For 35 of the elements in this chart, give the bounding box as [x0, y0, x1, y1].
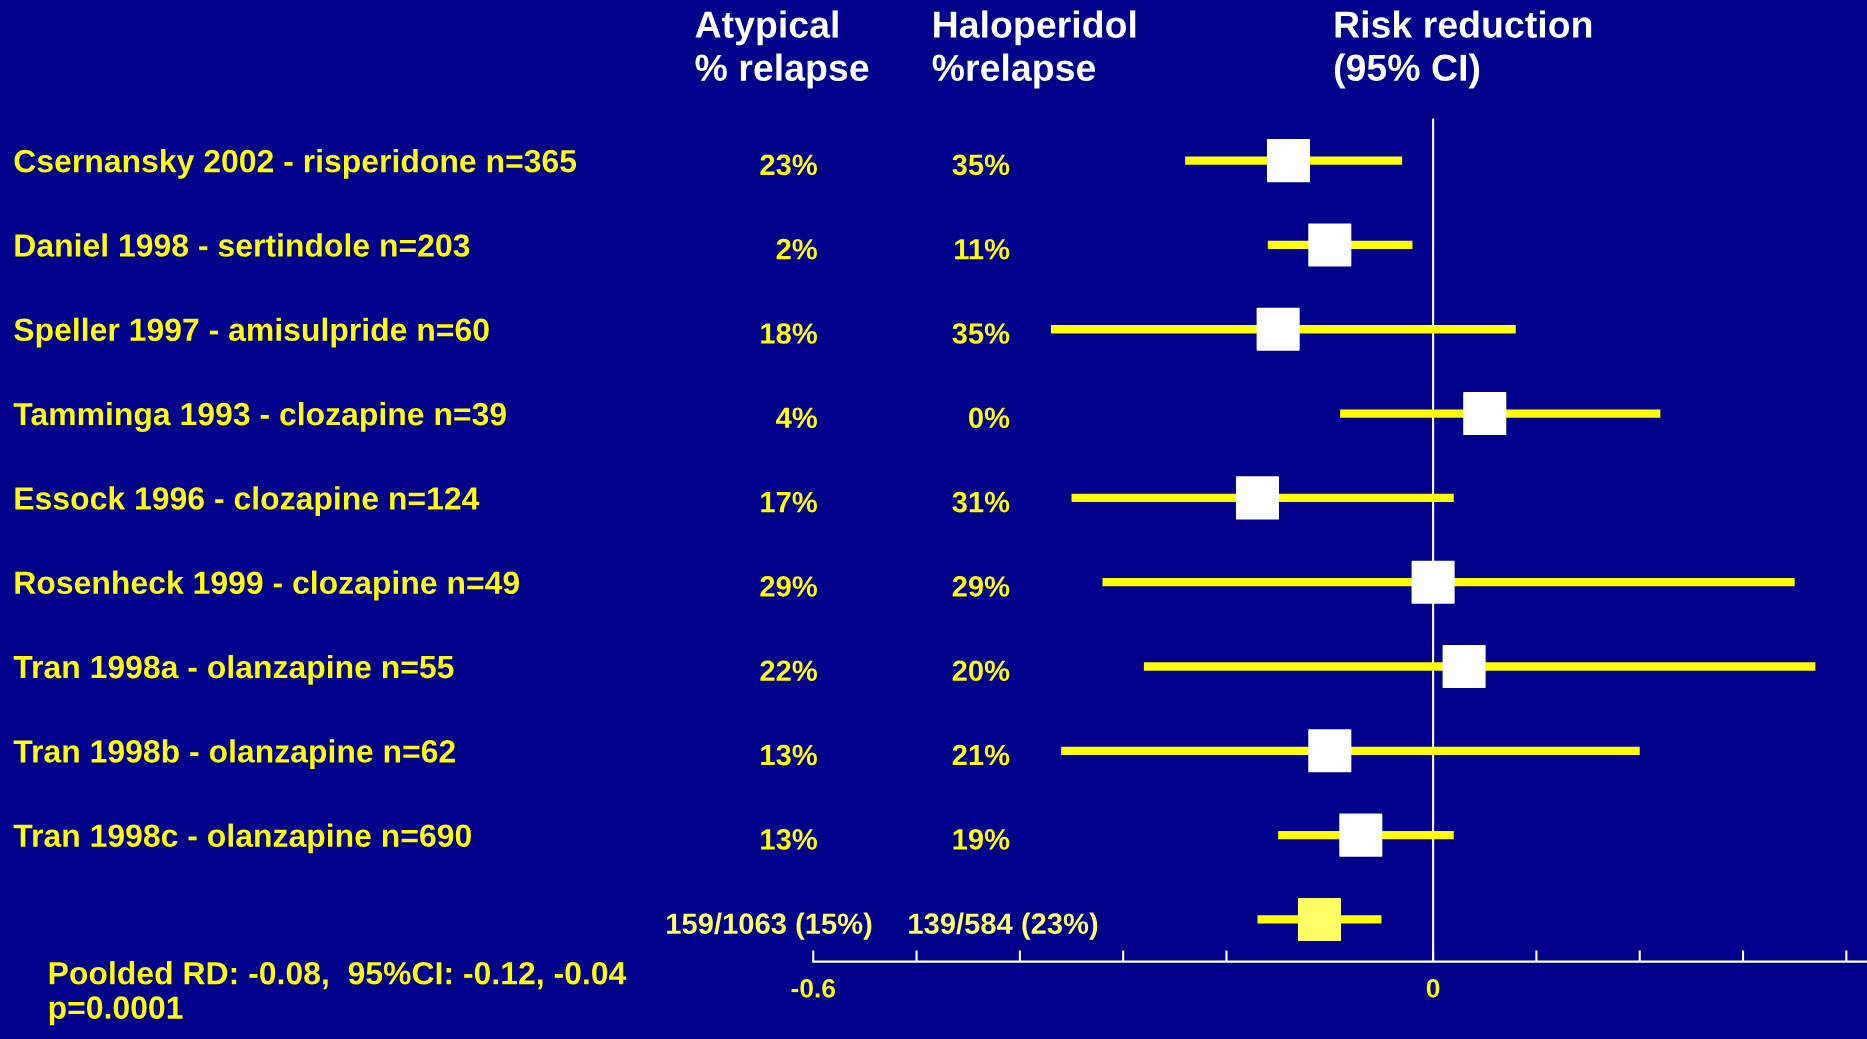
annotation: 4%: [776, 407, 817, 429]
annotation: 31%: [952, 491, 1010, 513]
annotation: 29%: [952, 576, 1010, 597]
annotation: 2%: [776, 238, 817, 260]
y-tick-label: Tamminga 1993 - clozapine n=39: [13, 401, 506, 432]
annotation: 20%: [952, 660, 1010, 682]
text: Atypical % relapse: [695, 10, 869, 89]
annotation: 21%: [952, 744, 1010, 766]
x-tick-label: 0: [1426, 978, 1440, 998]
annotation: 19%: [953, 829, 1010, 850]
annotation: 35%: [952, 154, 1010, 176]
annotation: 18%: [761, 323, 817, 344]
y-tick-label: Tran 1998c - olanzapine n=690: [13, 823, 471, 854]
text: Poolded RD: -0.08, 95%CI: -0.12, -0.04 p=0.0001: [49, 961, 627, 1026]
annotation: 23%: [760, 154, 817, 176]
annotation: 139/584 (23%): [909, 912, 1098, 940]
annotation: 0%: [969, 407, 1010, 429]
annotation: 29%: [760, 576, 817, 597]
annotation: 159/1063 (15%): [667, 912, 872, 940]
chart-title: Risk reduction (95% CI): [1334, 10, 1592, 89]
y-tick-label: Tran 1998a - olanzapine n=55: [13, 654, 454, 685]
annotation: 11%: [955, 238, 1010, 260]
y-tick-label: Csernansky 2002 - risperidone n=365: [14, 149, 577, 179]
annotation: 17%: [761, 491, 817, 513]
annotation: 35%: [952, 323, 1010, 344]
y-tick-label: Essock 1996 - clozapine n=124: [15, 486, 480, 517]
y-tick-label: Rosenheck 1999 - clozapine n=49: [15, 570, 519, 601]
y-tick-label: Speller 1997 - amisulpride n=60: [14, 317, 489, 348]
text: Haloperidol %relapse: [932, 10, 1136, 89]
x-tick-label: -0.6: [791, 978, 836, 998]
annotation: 13%: [761, 829, 817, 850]
y-tick-label: Daniel 1998 - sertindole n=203: [15, 233, 470, 257]
y-tick-label: Tran 1998b - olanzapine n=62: [13, 739, 455, 770]
annotation: 13%: [761, 744, 817, 766]
annotation: 22%: [760, 660, 817, 682]
